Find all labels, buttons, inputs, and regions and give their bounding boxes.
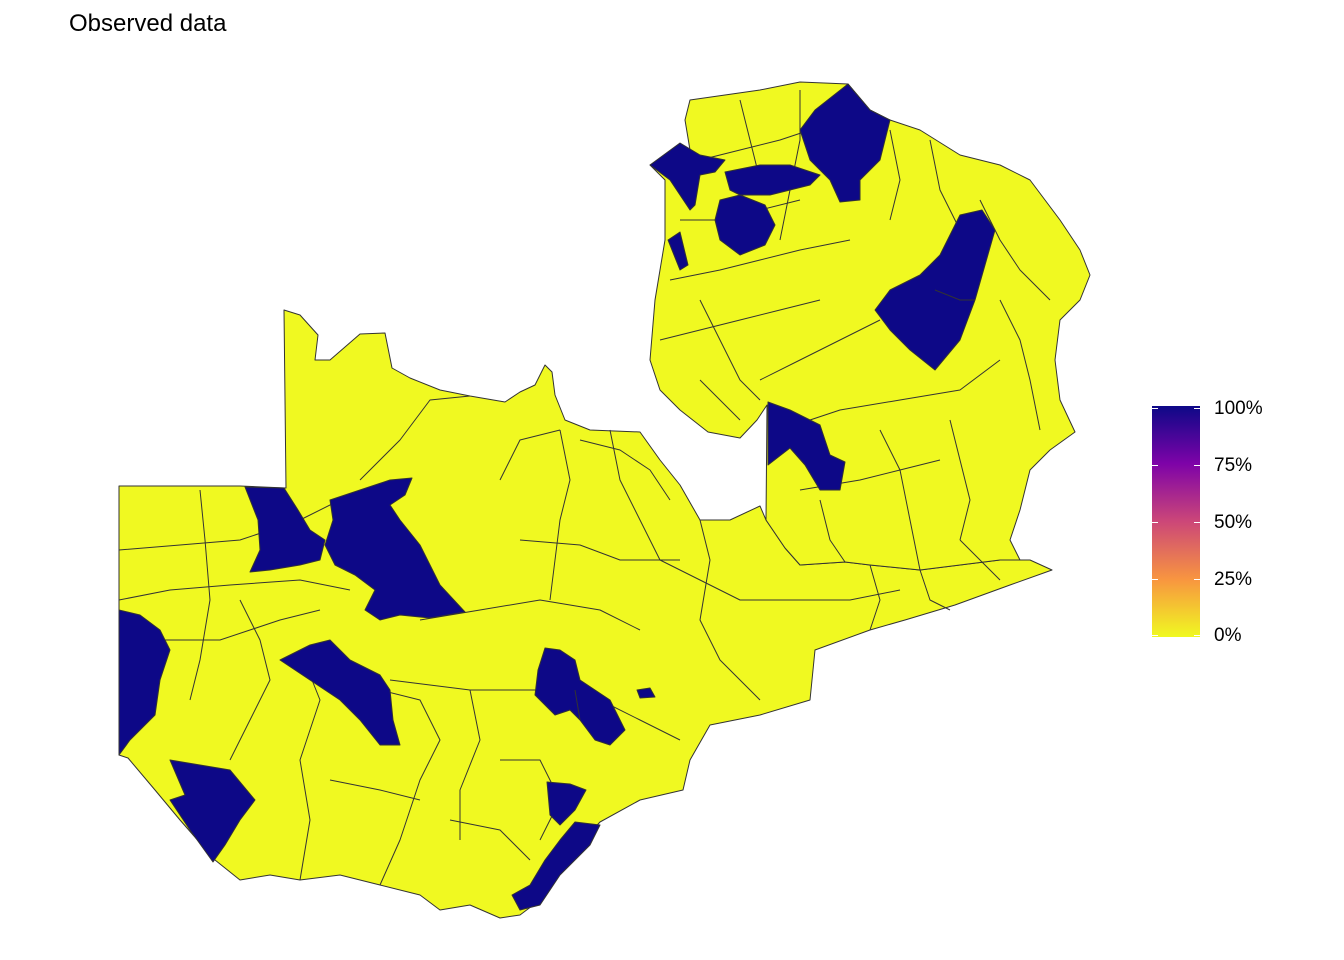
region-high-11 bbox=[279, 639, 401, 746]
legend-label-25: 25% bbox=[1214, 569, 1253, 590]
region-high-12 bbox=[534, 647, 626, 746]
legend-tick-mark bbox=[1152, 408, 1158, 409]
region-high-8 bbox=[244, 486, 326, 573]
region-high-9 bbox=[324, 477, 466, 621]
legend-label-75: 75% bbox=[1214, 455, 1253, 476]
legend-tick-mark bbox=[1152, 465, 1158, 466]
region-high-5 bbox=[667, 231, 689, 271]
map-title: Observed data bbox=[69, 10, 227, 37]
region-high-3 bbox=[724, 164, 821, 196]
region-high-16 bbox=[636, 687, 656, 699]
legend-tick-mark bbox=[1152, 579, 1158, 580]
legend-tick-mark bbox=[1194, 465, 1200, 466]
region-high-15 bbox=[511, 821, 601, 911]
region-high-13 bbox=[169, 759, 256, 863]
legend-tick-mark bbox=[1194, 579, 1200, 580]
legend-tick-mark bbox=[1152, 635, 1158, 636]
legend-label-100: 100% bbox=[1214, 398, 1263, 419]
legend-colorbar bbox=[1152, 406, 1200, 637]
legend-tick-mark bbox=[1194, 408, 1200, 409]
region-high-7 bbox=[767, 401, 846, 491]
region-high-4 bbox=[714, 194, 776, 256]
legend-label-50: 50% bbox=[1214, 512, 1253, 533]
region-layer-high bbox=[118, 83, 996, 911]
region-high-2 bbox=[649, 142, 726, 211]
legend-label-0: 0% bbox=[1214, 625, 1242, 646]
legend-tick-mark bbox=[1194, 635, 1200, 636]
region-high-1 bbox=[799, 83, 891, 203]
legend-tick-mark bbox=[1152, 522, 1158, 523]
color-legend: 100% 75% 50% 25% 0% bbox=[1152, 394, 1292, 654]
region-high-14 bbox=[546, 781, 587, 826]
legend-tick-mark bbox=[1194, 522, 1200, 523]
region-high-10 bbox=[118, 609, 171, 756]
